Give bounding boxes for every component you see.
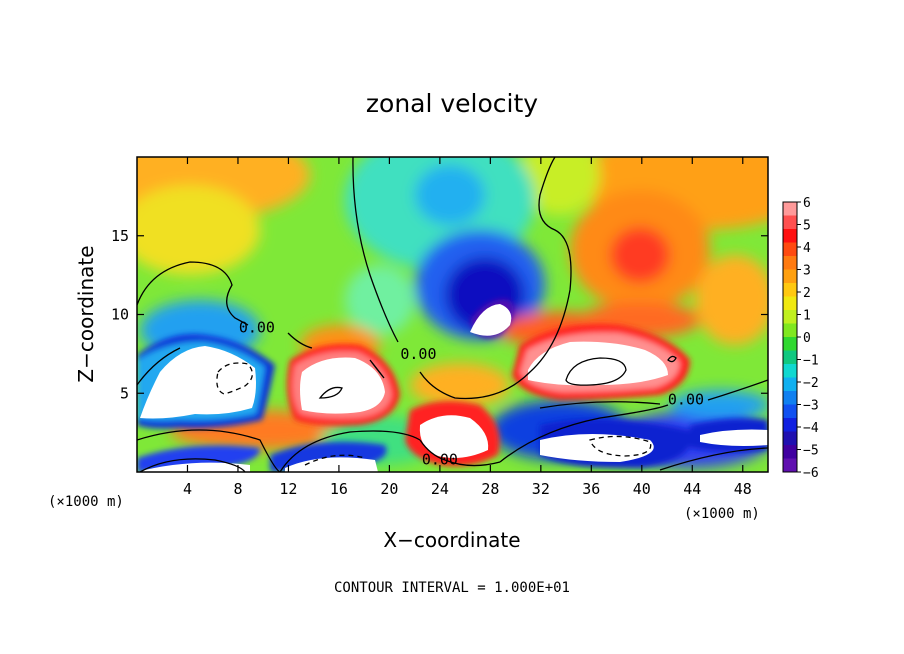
colorbar-swatch bbox=[783, 404, 797, 419]
colorbar-label: 1 bbox=[803, 309, 811, 324]
x-tick-label: 24 bbox=[431, 480, 449, 498]
colorbar-swatch bbox=[783, 337, 797, 351]
colorbar-swatch bbox=[783, 391, 797, 405]
colorbar-swatch bbox=[783, 458, 797, 473]
x-tick-label: 20 bbox=[380, 480, 398, 498]
x-tick-label: 12 bbox=[279, 480, 297, 498]
y-axis-label: Z−coordinate bbox=[74, 245, 98, 382]
y-tick-label: 10 bbox=[111, 306, 129, 324]
colorbar-swatch bbox=[783, 418, 797, 432]
colorbar-swatch bbox=[783, 323, 797, 338]
colorbar-label: −2 bbox=[803, 376, 819, 391]
colorbar-swatch bbox=[783, 364, 797, 378]
colorbar-label: 5 bbox=[803, 219, 811, 234]
x-tick-label: 48 bbox=[734, 480, 752, 498]
colorbar-swatch bbox=[783, 242, 797, 257]
colorbar-swatch bbox=[783, 350, 797, 365]
x-tick-label: 44 bbox=[683, 480, 701, 498]
colorbar-swatch bbox=[783, 215, 797, 230]
colorbar-label: −6 bbox=[803, 466, 819, 481]
colorbar-labels: 6 5 4 3 2 1 0 −1 −2 −3 −4 −5 −6 bbox=[797, 196, 819, 481]
x-axis-label: X−coordinate bbox=[383, 528, 520, 552]
colorbar-swatch bbox=[783, 296, 797, 311]
y-axis: 5 10 15 bbox=[111, 227, 768, 402]
colorbar-label: 0 bbox=[803, 331, 811, 346]
contour-label: 0.00 bbox=[239, 318, 275, 336]
x-tick-label: 8 bbox=[233, 480, 242, 498]
x-tick-label: 40 bbox=[633, 480, 651, 498]
contour-label: 0.00 bbox=[422, 451, 458, 469]
colorbar-label: −4 bbox=[803, 421, 819, 436]
x-axis: 4 8 12 16 20 24 28 32 36 40 44 48 bbox=[183, 157, 752, 498]
colorbar-swatch bbox=[783, 256, 797, 270]
x-tick-label: 28 bbox=[481, 480, 499, 498]
colorbar-swatch bbox=[783, 445, 797, 459]
colorbar-label: 2 bbox=[803, 286, 811, 301]
contour-labels: 0.00 0.00 0.00 0.00 bbox=[239, 318, 704, 468]
colorbar-label: −5 bbox=[803, 444, 819, 459]
contour-label: 0.00 bbox=[400, 345, 436, 363]
colorbar-label: 4 bbox=[803, 241, 811, 256]
x-unit-left: (×1000 m) bbox=[48, 494, 124, 510]
x-tick-label: 16 bbox=[330, 480, 348, 498]
colorbar-swatch bbox=[783, 377, 797, 392]
heatmap-field bbox=[137, 157, 768, 472]
x-unit-right: (×1000 m) bbox=[684, 506, 760, 522]
colorbar-swatch bbox=[783, 283, 797, 297]
x-tick-label: 36 bbox=[582, 480, 600, 498]
colorbar-swatch bbox=[783, 310, 797, 324]
contour-label: 0.00 bbox=[668, 391, 704, 409]
x-tick-label: 4 bbox=[183, 480, 192, 498]
y-tick-label: 15 bbox=[111, 227, 129, 245]
colorbar bbox=[782, 201, 798, 473]
colorbar-label: −1 bbox=[803, 354, 819, 369]
colorbar-swatch bbox=[783, 229, 797, 243]
contour-lines bbox=[137, 157, 768, 472]
chart-title: zonal velocity bbox=[366, 89, 538, 118]
colorbar-label: 6 bbox=[803, 196, 811, 211]
y-tick-label: 5 bbox=[120, 384, 129, 402]
colorbar-label: 3 bbox=[803, 264, 811, 279]
colorbar-swatch bbox=[783, 431, 797, 446]
colorbar-swatch bbox=[783, 202, 797, 216]
x-tick-label: 32 bbox=[532, 480, 550, 498]
colorbar-swatch bbox=[783, 269, 797, 284]
footer-contour-interval: CONTOUR INTERVAL = 1.000E+01 bbox=[334, 580, 570, 596]
colorbar-label: −3 bbox=[803, 399, 819, 414]
